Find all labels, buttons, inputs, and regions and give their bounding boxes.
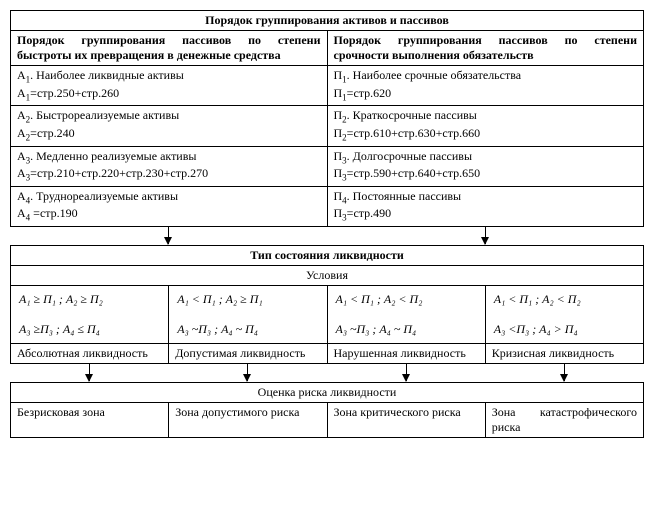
grouping-table: Порядок группирования активов и пассивов… [10,10,644,227]
flow-arrow-icon [406,363,407,381]
risk-title: Оценка риска ликвидности [11,383,644,403]
grouping-row: А2. Быстрореализуемые активы А2=стр.240 … [11,106,644,146]
condition-text: А₃ ≥П₃ ; А₄ ≤ П₄ [19,322,100,336]
risk-zone: Зона катастрофического риска [485,403,643,438]
flow-arrow-icon [168,226,169,244]
liquidity-label: Допустимая ликвидность [169,344,327,364]
flow-arrow-icon [564,363,565,381]
flow-arrow-icon [89,363,90,381]
risk-zone: Зона критического риска [327,403,485,438]
grouping-title: Порядок группирования активов и пассивов [11,11,644,31]
risk-table: Оценка риска ликвидности Безрисковая зон… [10,382,644,438]
flow-arrow-icon [485,226,486,244]
grouping-row: А1. Наиболее ликвидные активы А1=стр.250… [11,66,644,106]
liquidity-title: Тип состояния ликвидности [11,246,644,266]
conditions-row: А₁ ≥ П₁ ; А₂ ≥ П₂ А₃ ≥П₃ ; А₄ ≤ П₄ А₁ < … [11,286,644,344]
condition-text: А₃ ~П₃ ; А₄ ~ П₄ [177,322,258,336]
risk-zone: Безрисковая зона [11,403,169,438]
condition-text: А₁ ≥ П₁ ; А₂ ≥ П₂ [19,292,103,306]
condition-text: А₃ <П₃ ; А₄ > П₄ [494,322,578,336]
flow-arrow-icon [247,363,248,381]
condition-text: А₁ < П₁ ; А₂ < П₂ [336,292,423,306]
liquidity-subtitle: Условия [11,266,644,286]
risk-table-block: Оценка риска ликвидности Безрисковая зон… [10,382,644,438]
liquidity-table-block: Тип состояния ликвидности Условия А₁ ≥ П… [10,245,644,364]
arrows-to-liquidity [10,227,644,245]
risk-zone: Зона допустимого риска [169,403,327,438]
grouping-row: А3. Медленно реализуемые активы А3=стр.2… [11,146,644,186]
condition-text: А₁ < П₁ ; А₂ < П₂ [494,292,581,306]
liquidity-label: Нарушенная ликвидность [327,344,485,364]
labels-row: Абсолютная ликвидность Допустимая ликвид… [11,344,644,364]
liquidity-table: Тип состояния ликвидности Условия А₁ ≥ П… [10,245,644,364]
grouping-left-header: Порядок группирования пассивов по степен… [11,31,328,66]
condition-text: А₃ ~П₃ ; А₄ ~ П₄ [336,322,417,336]
risk-zones-row: Безрисковая зона Зона допустимого риска … [11,403,644,438]
grouping-row: А4. Труднореализуемые активы А4 =стр.190… [11,186,644,226]
liquidity-label: Абсолютная ликвидность [11,344,169,364]
condition-text: А₁ < П₁ ; А₂ ≥ П₁ [177,292,262,306]
grouping-right-header: Порядок группирования пассивов по степен… [327,31,644,66]
arrows-to-risk [10,364,644,382]
grouping-table-block: Порядок группирования активов и пассивов… [10,10,644,227]
liquidity-label: Кризисная ликвидность [485,344,643,364]
